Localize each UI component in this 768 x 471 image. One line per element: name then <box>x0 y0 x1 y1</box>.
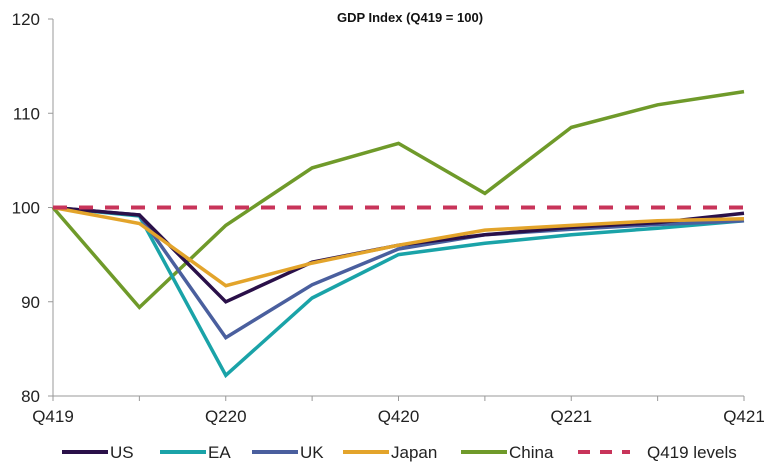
y-tick-label: 90 <box>21 293 40 312</box>
y-tick-label: 110 <box>13 104 40 123</box>
legend-label: EA <box>208 443 231 462</box>
series-line-china <box>51 89 745 310</box>
x-tick-label: Q221 <box>550 407 592 426</box>
legend-label: China <box>509 443 554 462</box>
axes: 80 90 100 110 120 Q419 Q220 Q420 Q221 Q421 <box>12 10 765 426</box>
x-tick-label: Q420 <box>378 407 420 426</box>
legend-item-q419-levels: Q419 levels <box>578 443 737 462</box>
series-layer <box>51 89 745 379</box>
legend-item-ea: EA <box>160 443 231 462</box>
series-line-japan <box>52 205 745 288</box>
legend: US EA UK Japan China Q419 levels <box>62 443 737 462</box>
legend-item-us: US <box>62 443 134 462</box>
legend-label: US <box>110 443 134 462</box>
x-tick-label: Q220 <box>205 407 247 426</box>
y-tick-label: 100 <box>12 199 40 218</box>
series-line-ea <box>52 205 745 379</box>
legend-item-uk: UK <box>252 443 324 462</box>
legend-item-japan: Japan <box>343 443 437 462</box>
legend-item-china: China <box>461 443 554 462</box>
x-tick-label: Q421 <box>723 407 765 426</box>
legend-label: UK <box>300 443 324 462</box>
series-line-uk <box>52 205 745 340</box>
y-tick-label: 80 <box>21 387 40 406</box>
chart-title: GDP Index (Q419 = 100) <box>337 10 483 25</box>
y-tick-label: 120 <box>12 10 40 29</box>
x-tick-label: Q419 <box>32 407 74 426</box>
legend-label: Q419 levels <box>647 443 737 462</box>
legend-label: Japan <box>391 443 437 462</box>
